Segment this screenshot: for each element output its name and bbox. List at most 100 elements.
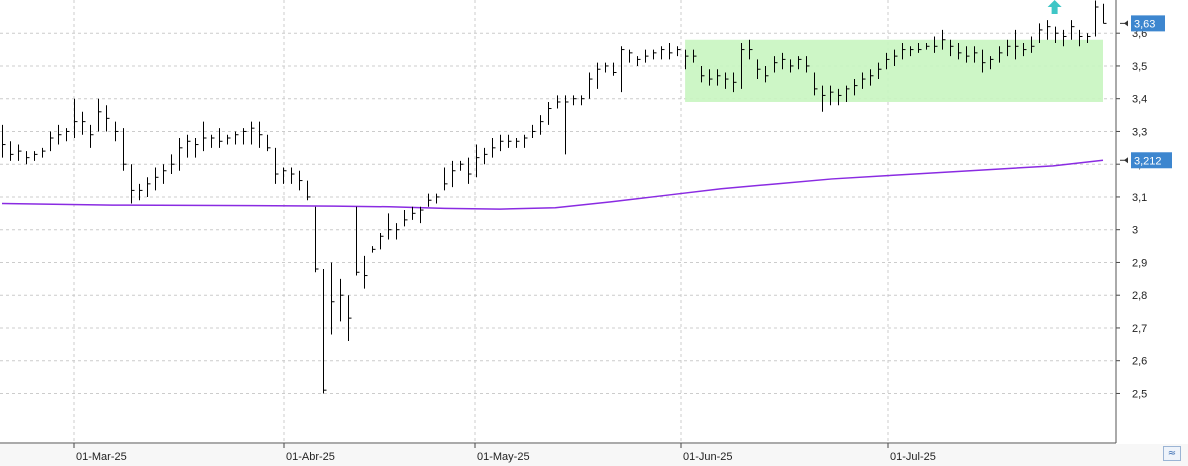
ohlc-bar [838, 88, 842, 106]
ohlc-bar [42, 147, 46, 158]
chart-toggle-button[interactable]: ≈ [1163, 446, 1181, 461]
price-tag-box [1131, 152, 1172, 169]
ohlc-bar [82, 111, 86, 135]
ohlc-bar [1095, 0, 1099, 37]
ohlc-bar [774, 56, 778, 73]
ohlc-bar [388, 213, 392, 240]
x-tick-label: 01-May-25 [477, 451, 530, 463]
ohlc-bar [918, 43, 922, 53]
ohlc-bar [621, 46, 625, 93]
ohlc-bar [677, 46, 681, 57]
ohlc-bar [283, 167, 287, 184]
ohlc-bar [243, 128, 247, 145]
price-tag-box [1131, 15, 1165, 32]
range-zone [685, 39, 1103, 102]
ohlc-bar [862, 72, 866, 89]
ohlc-bar [227, 134, 231, 145]
ohlc-bar [548, 101, 552, 125]
ohlc-bar [1015, 29, 1019, 60]
price-tag-label: 3,63 [1134, 18, 1155, 30]
x-tick-label: 01-Jul-25 [890, 451, 936, 463]
x-axis-band [0, 444, 1188, 466]
ohlc-bar [307, 180, 311, 201]
ohlc-bar [741, 43, 745, 89]
ohlc-bar [597, 62, 601, 89]
ohlc-bar [806, 56, 810, 73]
ohlc-bar [999, 46, 1003, 63]
ohlc-bar [115, 121, 119, 142]
ohlc-bar [565, 95, 569, 155]
ohlc-bar [1023, 43, 1027, 57]
ohlc-bar [492, 138, 496, 158]
y-tick-label: 3,1 [1132, 192, 1147, 204]
ohlc-bar [958, 43, 962, 60]
ohlc-bar [1031, 36, 1035, 53]
ohlc-bar [436, 193, 440, 204]
y-tick-label: 3 [1132, 225, 1138, 237]
markers: 3,63 3,212 [1047, 0, 1172, 169]
ohlc-bar [412, 206, 416, 220]
ohlc-bar [299, 170, 303, 191]
ohlc-bar [854, 79, 858, 96]
ohlc-bar [685, 49, 689, 70]
ohlc-bar [123, 128, 127, 171]
ohlc-bar [420, 206, 424, 224]
ohlc-bar [428, 193, 432, 207]
ohlc-bar [765, 65, 769, 83]
ohlc-bar [974, 46, 978, 63]
x-tick-label: 01-Jun-25 [683, 451, 733, 463]
chart-toggle-icon: ≈ [1167, 448, 1177, 459]
ohlc-bar [982, 49, 986, 73]
ohlc-bar [814, 72, 818, 96]
ohlc-bar [50, 131, 54, 152]
ohlc-bar [340, 278, 344, 322]
ohlc-bar [894, 49, 898, 66]
moving-average-layer [1, 159, 1104, 210]
ohlc-bar [1007, 39, 1011, 57]
ohlc-bar [717, 69, 721, 86]
ohlc-bar [830, 85, 834, 106]
ohlc-bar [508, 134, 512, 148]
ohlc-bar [235, 131, 239, 145]
ohlc-bar [163, 164, 167, 184]
ohlc-bar [1063, 29, 1067, 47]
ohlc-bar [790, 59, 794, 73]
ohlc-bar [404, 210, 408, 227]
y-tick-label: 3,3 [1132, 126, 1147, 138]
ohlc-bar [364, 255, 368, 289]
ohlc-bar [942, 29, 946, 50]
ohlc-bar [645, 49, 649, 63]
ohlc-bar [484, 147, 488, 165]
ohlc-bar [637, 56, 641, 66]
ohlc-bar [524, 134, 528, 148]
ohlc-bar [291, 167, 295, 184]
y-tick-label: 2,5 [1132, 388, 1147, 400]
ohlc-bar [822, 85, 826, 112]
signal-arrow-icon [1047, 0, 1062, 14]
ohlc-bar [589, 72, 593, 99]
ohlc-bar [581, 95, 585, 106]
y-tick-label: 2,7 [1132, 323, 1147, 335]
ohlc-bar [1103, 3, 1107, 24]
moving-average-line [1, 159, 1104, 210]
ohlc-bar [323, 269, 327, 394]
ohlc-bar [573, 95, 577, 106]
ohlc-bar [131, 164, 135, 204]
ohlc-bar [669, 43, 673, 60]
ohlc-bar [1055, 26, 1059, 44]
ohlc-bar [693, 49, 697, 63]
ohlc-bar [476, 144, 480, 178]
ohlc-bar [348, 295, 352, 342]
ohlc-bar [709, 69, 713, 86]
y-tick-label: 3,5 [1132, 61, 1147, 73]
ohlc-bar [950, 39, 954, 57]
ohlc-bar [934, 36, 938, 53]
ohlc-bar [452, 160, 456, 188]
ohlc-bar [661, 46, 665, 60]
ohlc-bar [315, 206, 319, 273]
ohlc-bar [34, 151, 38, 161]
ohlc-bar [460, 160, 464, 171]
ohlc-bar [902, 43, 906, 60]
ohlc-bar [966, 46, 970, 63]
